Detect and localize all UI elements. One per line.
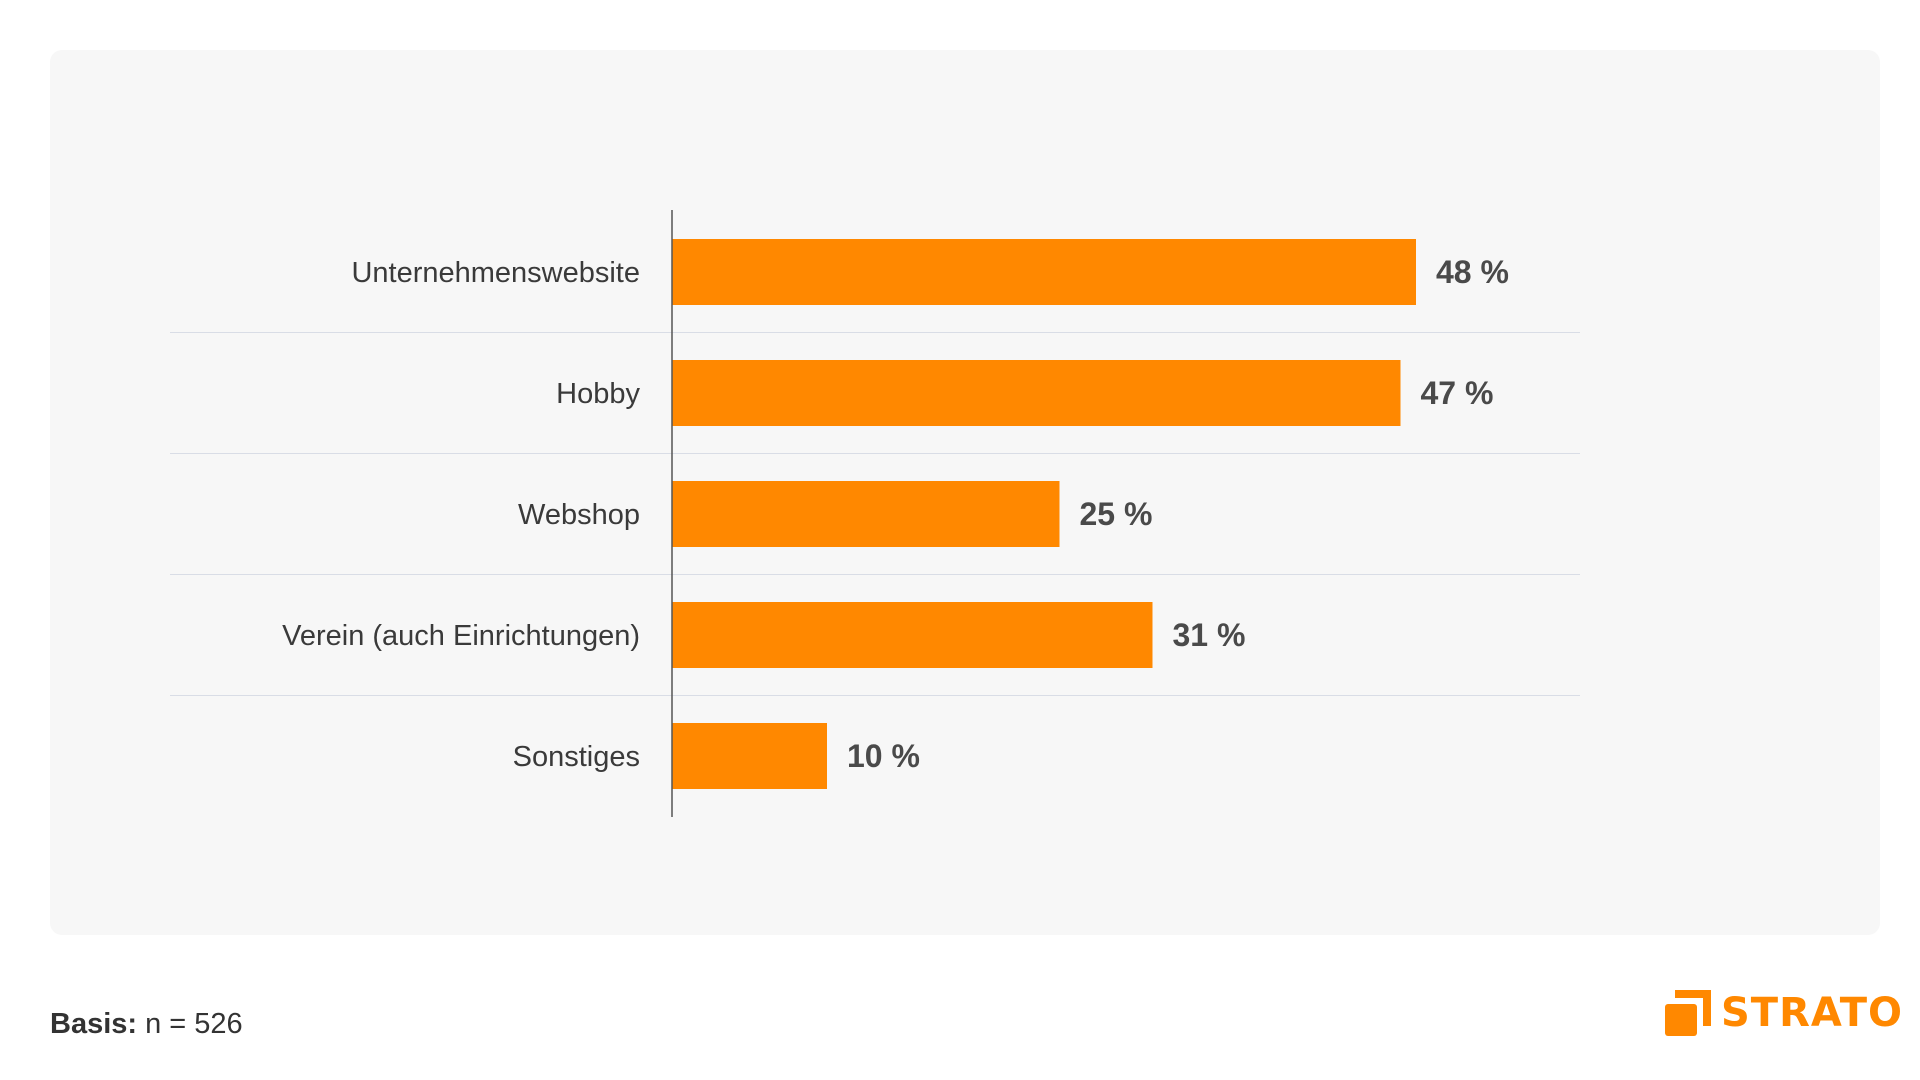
bar: [672, 723, 827, 789]
strato-logo-icon: [1665, 990, 1711, 1036]
value-label: 31 %: [1173, 617, 1246, 653]
value-label: 47 %: [1421, 375, 1494, 411]
category-label: Webshop: [518, 499, 640, 531]
category-label: Sonstiges: [513, 741, 640, 773]
category-label: Unternehmenswebsite: [351, 257, 640, 289]
basis-value: n = 526: [145, 1008, 243, 1040]
value-label: 10 %: [847, 738, 920, 774]
basis-label: Basis:: [50, 1008, 138, 1040]
bar: [672, 239, 1416, 305]
value-label: 48 %: [1436, 254, 1509, 290]
strato-logo: STRATO: [1665, 988, 1903, 1038]
bar: [672, 602, 1153, 668]
bar: [672, 481, 1060, 547]
basis-note: Basis: n = 526: [50, 1008, 243, 1041]
bar: [672, 360, 1401, 426]
logo-text: STRATO: [1721, 990, 1904, 1036]
category-label: Hobby: [556, 378, 640, 410]
value-label: 25 %: [1080, 496, 1153, 532]
category-label: Verein (auch Einrichtungen): [282, 620, 640, 652]
